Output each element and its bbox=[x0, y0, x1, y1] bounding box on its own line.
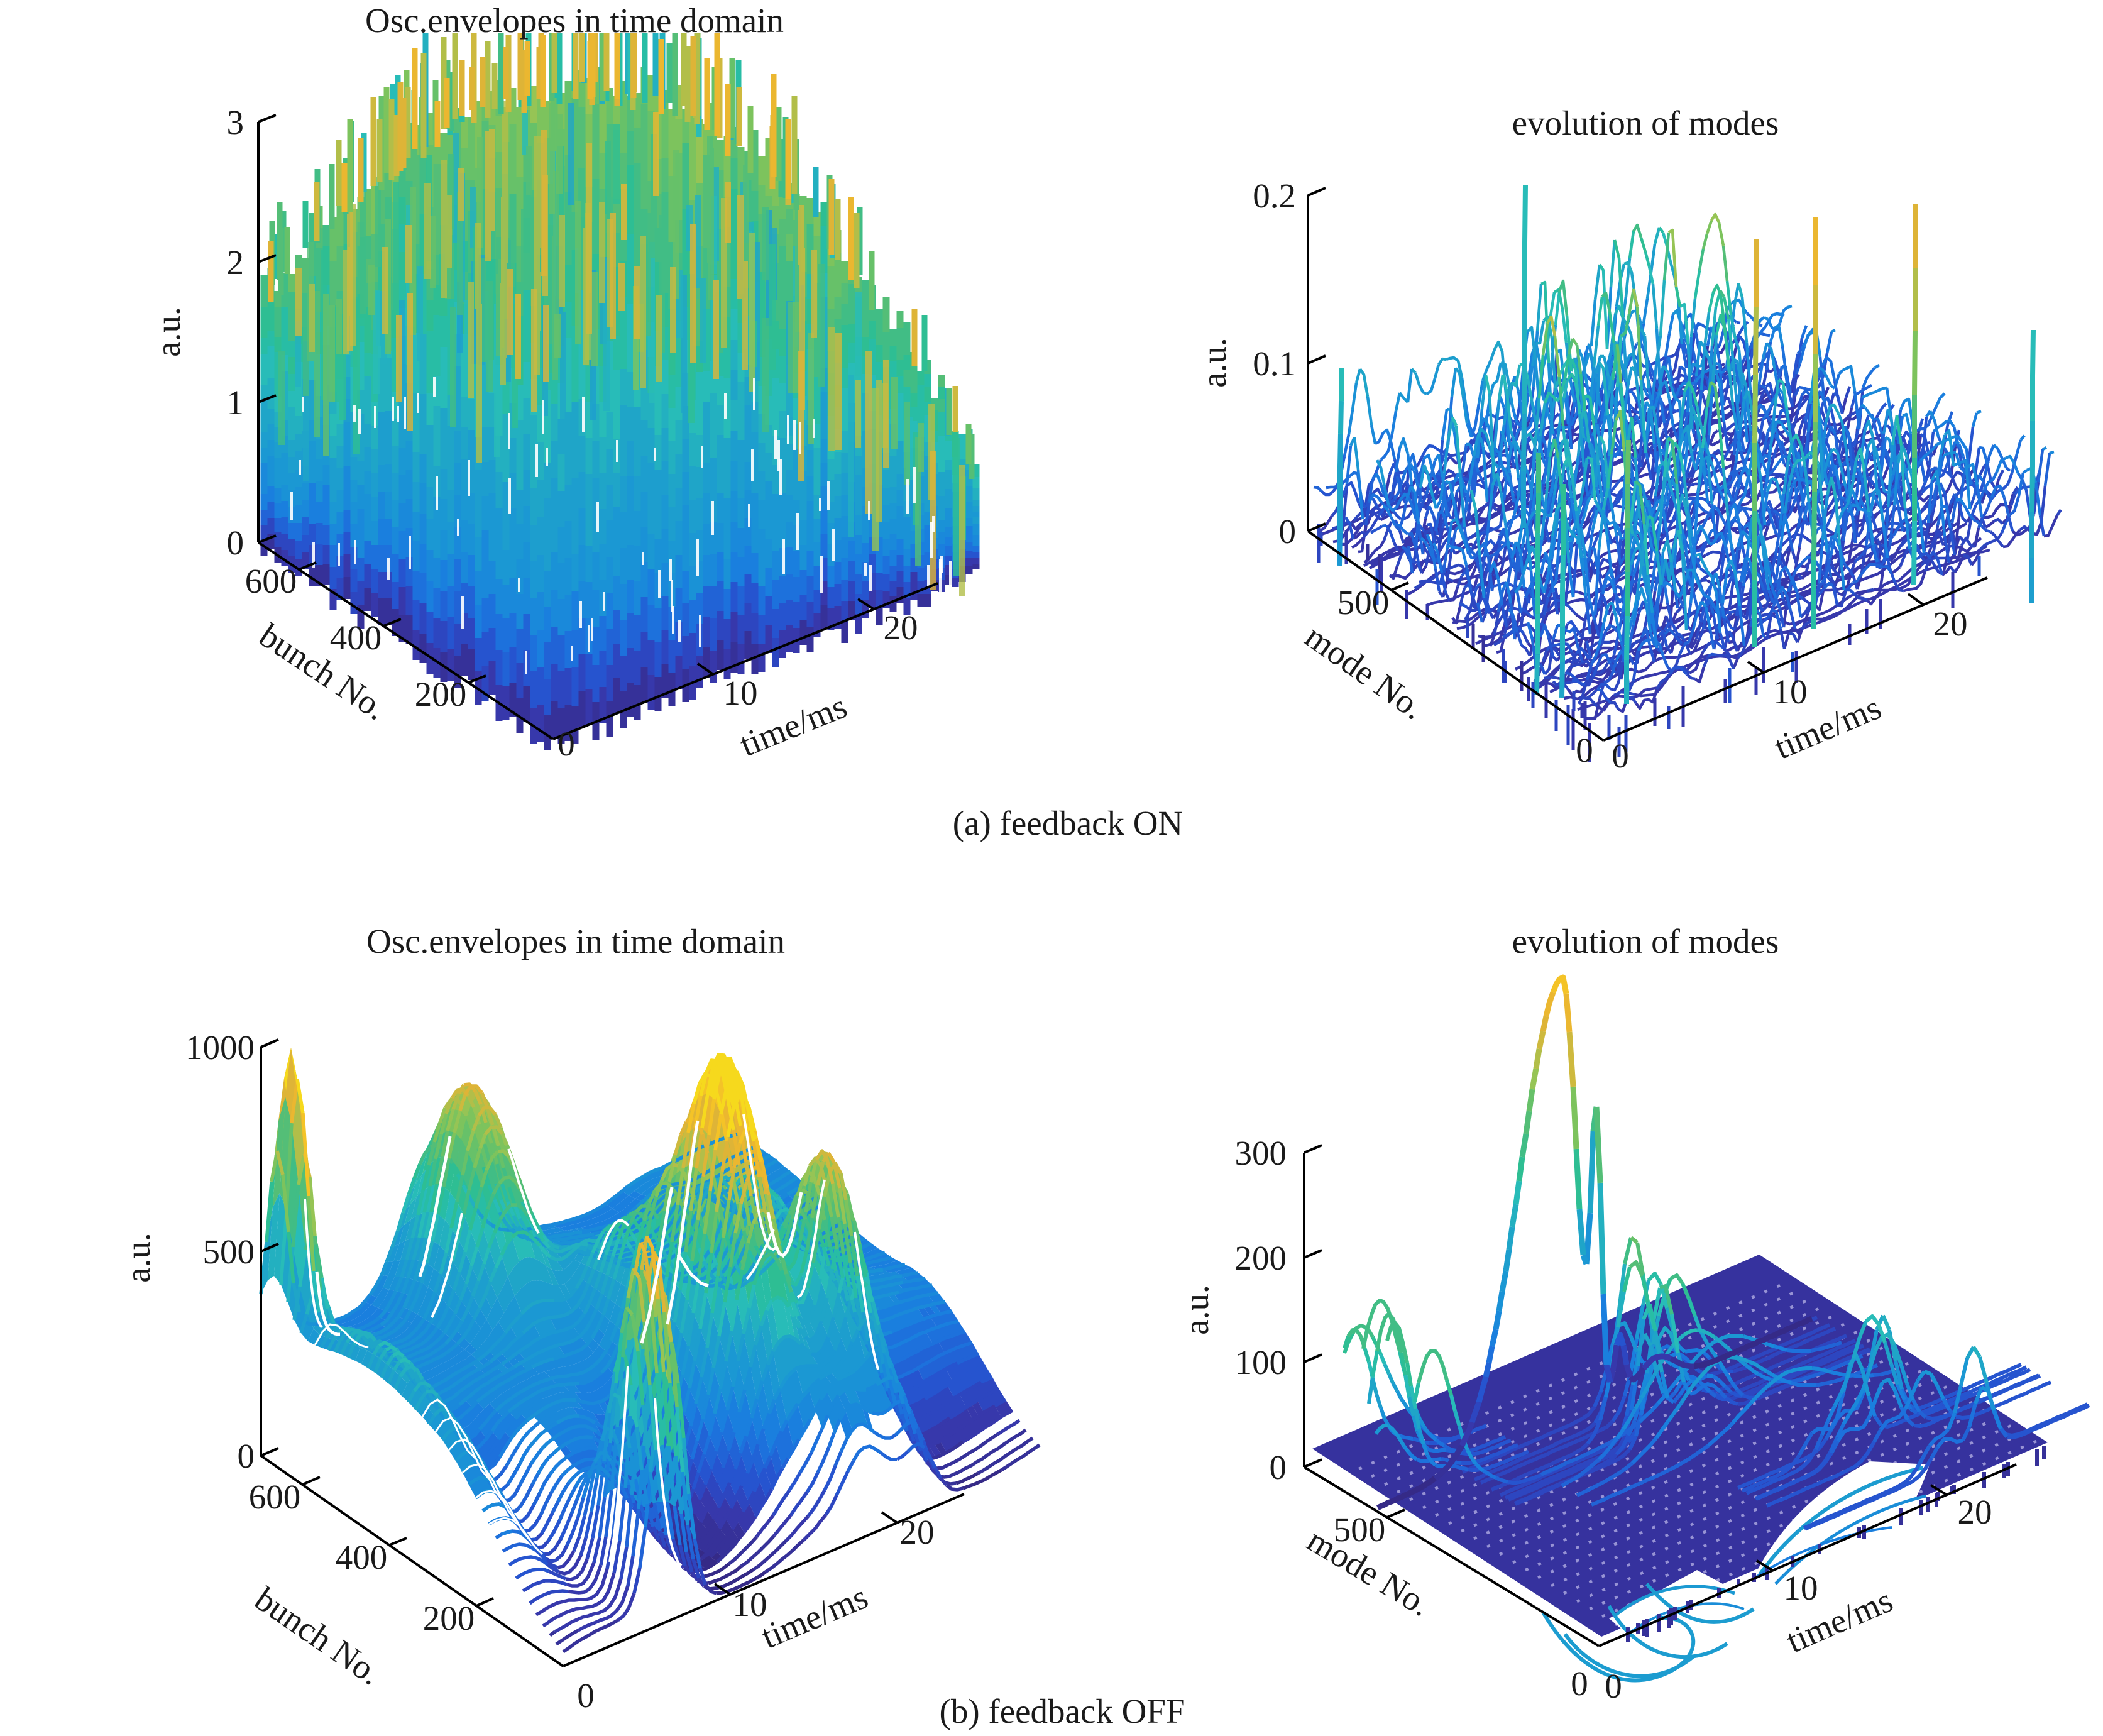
svg-text:200: 200 bbox=[415, 675, 467, 713]
svg-text:0: 0 bbox=[1571, 1664, 1588, 1703]
svg-text:10: 10 bbox=[723, 674, 758, 712]
svg-text:20: 20 bbox=[900, 1513, 935, 1551]
svg-text:400: 400 bbox=[336, 1538, 388, 1576]
svg-text:a.u.: a.u. bbox=[119, 1233, 157, 1282]
svg-text:0: 0 bbox=[1270, 1448, 1287, 1486]
svg-text:a.u.: a.u. bbox=[1177, 1285, 1216, 1334]
svg-text:0: 0 bbox=[238, 1437, 255, 1475]
svg-text:evolution of modes: evolution of modes bbox=[1512, 104, 1779, 142]
svg-text:evolution of modes: evolution of modes bbox=[1512, 922, 1779, 960]
svg-text:(a) feedback ON: (a) feedback ON bbox=[953, 804, 1183, 842]
svg-text:200: 200 bbox=[1235, 1239, 1287, 1277]
svg-text:20: 20 bbox=[884, 608, 918, 647]
svg-text:Osc.envelopes in time domain: Osc.envelopes in time domain bbox=[365, 1, 784, 40]
svg-text:300: 300 bbox=[1235, 1134, 1287, 1172]
svg-text:0: 0 bbox=[1279, 512, 1297, 551]
svg-text:10: 10 bbox=[733, 1585, 767, 1623]
svg-text:100: 100 bbox=[1235, 1343, 1287, 1382]
svg-text:3: 3 bbox=[227, 103, 244, 141]
svg-text:600: 600 bbox=[249, 1478, 301, 1516]
svg-text:1: 1 bbox=[227, 383, 244, 422]
svg-text:500: 500 bbox=[203, 1233, 255, 1271]
svg-text:500: 500 bbox=[1337, 583, 1390, 622]
svg-text:600: 600 bbox=[245, 562, 297, 600]
svg-text:0: 0 bbox=[1605, 1667, 1622, 1705]
svg-text:2: 2 bbox=[227, 243, 244, 282]
svg-text:20: 20 bbox=[1958, 1493, 1992, 1531]
svg-text:400: 400 bbox=[330, 618, 382, 657]
svg-text:1000: 1000 bbox=[185, 1028, 255, 1067]
svg-text:200: 200 bbox=[423, 1599, 475, 1637]
svg-text:Osc.envelopes in time domain: Osc.envelopes in time domain bbox=[366, 922, 785, 960]
svg-text:500: 500 bbox=[1334, 1510, 1386, 1549]
svg-text:0: 0 bbox=[1612, 737, 1629, 775]
svg-text:10: 10 bbox=[1784, 1569, 1818, 1607]
svg-text:0: 0 bbox=[557, 725, 575, 763]
svg-text:a.u.: a.u. bbox=[149, 307, 187, 356]
svg-text:0.1: 0.1 bbox=[1253, 344, 1296, 383]
svg-text:0: 0 bbox=[577, 1676, 595, 1715]
svg-text:0.2: 0.2 bbox=[1253, 177, 1296, 215]
svg-text:10: 10 bbox=[1773, 673, 1808, 711]
svg-text:0: 0 bbox=[1576, 731, 1593, 769]
svg-text:0: 0 bbox=[227, 524, 244, 562]
svg-text:(b) feedback OFF: (b) feedback OFF bbox=[940, 1692, 1185, 1730]
svg-text:20: 20 bbox=[1933, 605, 1968, 643]
svg-text:a.u.: a.u. bbox=[1195, 338, 1233, 387]
